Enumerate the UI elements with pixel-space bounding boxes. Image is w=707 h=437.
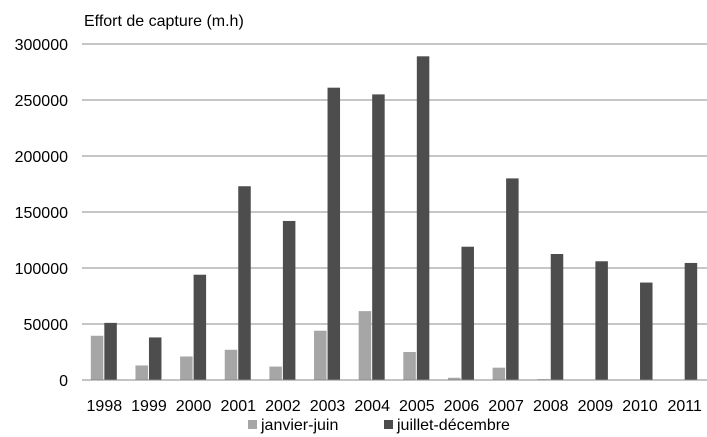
- bar-juillet-decembre-2002: [282, 220, 296, 380]
- x-tick-label: 2001: [220, 398, 256, 415]
- legend-swatch-juillet-decembre: [384, 420, 393, 429]
- bar-juillet-decembre-2007: [506, 178, 519, 380]
- bar-juillet-decembre-2010: [640, 282, 653, 380]
- bar-janvier-juin-2001: [224, 349, 238, 380]
- bar-juillet-decembre-2004: [372, 94, 385, 381]
- legend-label-janvier-juin: janvier-juin: [260, 417, 338, 434]
- bar-juillet-decembre-2009: [595, 261, 608, 380]
- x-tick-label: 2009: [578, 398, 614, 415]
- x-tick-label: 2011: [667, 398, 702, 415]
- x-tick-label: 2005: [399, 398, 435, 415]
- x-tick-label: 2007: [488, 398, 524, 415]
- bar-juillet-decembre-2003: [327, 87, 341, 381]
- x-tick-label: 2003: [310, 398, 346, 415]
- bars: [90, 56, 698, 381]
- y-tick-label: 150000: [15, 205, 68, 222]
- bar-janvier-juin-2000: [180, 356, 193, 380]
- bar-janvier-juin-2007: [492, 367, 506, 380]
- y-tick-label: 250000: [15, 93, 68, 110]
- bar-juillet-decembre-2006: [461, 246, 474, 380]
- bar-janvier-juin-2005: [403, 352, 416, 380]
- x-tick-label: 2000: [176, 398, 212, 415]
- x-tick-label: 2002: [265, 398, 301, 415]
- x-tick-label: 2006: [444, 398, 480, 415]
- gridlines: [82, 43, 707, 325]
- legend: janvier-juin juillet-décembre: [248, 417, 510, 434]
- legend-swatch-janvier-juin: [248, 420, 257, 429]
- bar-janvier-juin-2006: [447, 377, 461, 380]
- bar-juillet-decembre-2000: [193, 274, 207, 380]
- bar-juillet-decembre-2001: [238, 186, 251, 380]
- bar-janvier-juin-1998: [90, 335, 104, 380]
- bar-janvier-juin-2002: [269, 366, 282, 380]
- y-axis-label: Effort de capture (m.h): [84, 13, 244, 30]
- bar-janvier-juin-2004: [358, 311, 372, 380]
- legend-label-juillet-decembre: juillet-décembre: [396, 417, 510, 434]
- y-tick-label: 0: [59, 373, 68, 390]
- y-tick-label: 100000: [15, 261, 68, 278]
- bar-juillet-decembre-2008: [550, 254, 564, 380]
- x-tick-label: 1999: [131, 398, 167, 415]
- bar-juillet-decembre-1999: [148, 337, 162, 380]
- bar-juillet-decembre-2011: [684, 262, 698, 380]
- x-tick-label: 2008: [533, 398, 569, 415]
- y-tick-label: 50000: [24, 317, 69, 334]
- bar-juillet-decembre-1998: [104, 322, 117, 380]
- x-tick-label: 1998: [87, 398, 123, 415]
- y-tick-label: 300000: [15, 37, 68, 54]
- x-tick-label: 2004: [354, 398, 390, 415]
- x-tick-labels: 1998 1999 2000 2001 2002 2003 2004 2005 2006 2007…: [87, 398, 702, 415]
- bar-juillet-decembre-2005: [416, 56, 430, 380]
- bar-janvier-juin-2003: [314, 330, 327, 380]
- x-tick-label: 2010: [622, 398, 658, 415]
- y-tick-label: 200000: [15, 149, 68, 166]
- bar-janvier-juin-1999: [135, 365, 148, 380]
- y-tick-labels: 0 50000 100000 150000 200000 250000 300000: [15, 37, 68, 390]
